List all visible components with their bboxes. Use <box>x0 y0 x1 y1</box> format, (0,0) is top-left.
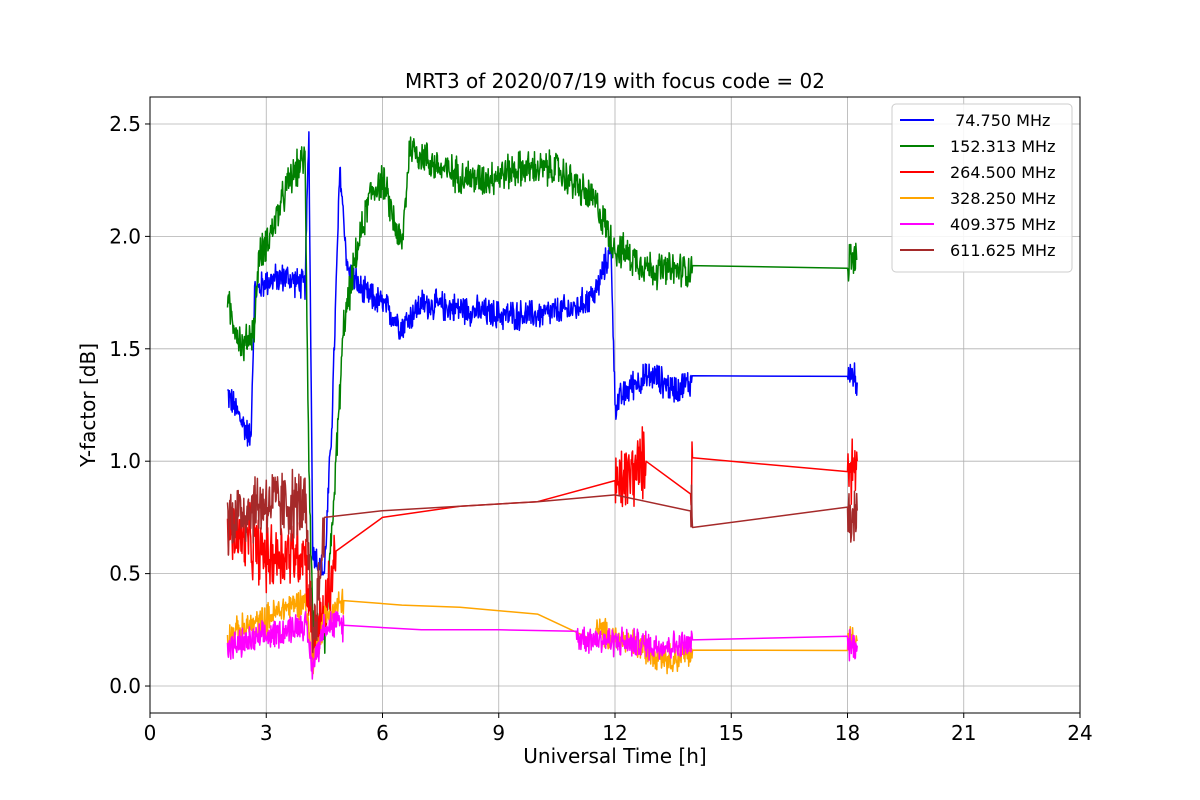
series-layer <box>226 131 858 680</box>
legend: 74.750 MHz 152.313 MHz 264.500 MHz 328.250 … <box>891 103 1073 273</box>
legend-box <box>891 103 1073 273</box>
x-axis-label: Universal Time [h] <box>523 744 706 768</box>
y-tick-label: 1.0 <box>109 449 141 473</box>
series-line <box>226 468 858 654</box>
legend-label: 611.625 MHz <box>950 241 1055 260</box>
y-tick-label: 1.5 <box>109 337 141 361</box>
x-tick-label: 12 <box>602 721 627 745</box>
x-tick-label: 3 <box>260 721 273 745</box>
legend-label: 74.750 MHz <box>950 111 1050 130</box>
y-tick-label: 2.0 <box>109 224 141 248</box>
y-tick-label: 0.0 <box>109 674 141 698</box>
chart-title: MRT3 of 2020/07/19 with focus code = 02 <box>405 69 825 93</box>
series-line <box>226 136 858 654</box>
y-axis-label: Y-factor [dB] <box>76 343 100 468</box>
x-tick-label: 6 <box>376 721 389 745</box>
legend-label: 264.500 MHz <box>950 163 1055 182</box>
x-tick-label: 9 <box>492 721 505 745</box>
series-line <box>226 131 858 577</box>
series-line <box>226 610 858 680</box>
series-line <box>226 426 858 661</box>
axis-ticks: 0 3 6 9 12 15 18 21 24 0.0 0.5 1.0 1.5 2.0 2.5 <box>109 112 1093 745</box>
series-line <box>226 588 858 675</box>
x-tick-label: 24 <box>1067 721 1092 745</box>
x-tick-label: 18 <box>835 721 860 745</box>
x-tick-label: 15 <box>719 721 744 745</box>
legend-label: 409.375 MHz <box>950 215 1055 234</box>
x-tick-label: 0 <box>144 721 157 745</box>
x-tick-label: 21 <box>951 721 976 745</box>
y-tick-label: 2.5 <box>109 112 141 136</box>
legend-label: 328.250 MHz <box>950 189 1055 208</box>
legend-label: 152.313 MHz <box>950 137 1055 156</box>
y-tick-label: 0.5 <box>109 562 141 586</box>
